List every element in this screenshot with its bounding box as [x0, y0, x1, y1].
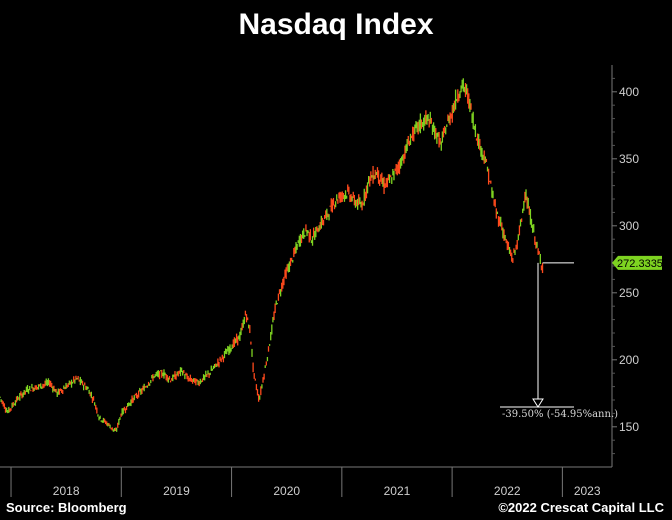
y-tick-label: 400: [619, 85, 639, 99]
drawdown-arrow-head: [532, 398, 544, 408]
last-value-badge: [612, 255, 662, 270]
y-axis-ticks: 150 200 250 300 350 400: [612, 77, 639, 455]
copyright-label: ©2022 Crescat Capital LLC: [498, 500, 664, 515]
x-tick-label: 2019: [163, 484, 190, 498]
last-value-marker: 272.3335: [612, 255, 663, 270]
last-value-label: 272.3335: [617, 258, 663, 270]
price-candles: [0, 78, 544, 432]
drawdown-label: -39.50% (-54.95%ann.): [502, 409, 618, 420]
chart-title: Nasdaq Index: [238, 8, 434, 41]
x-tick-label: 2018: [53, 484, 80, 498]
x-axis-ticks: 2018 2019 2020 2021 2022 2023: [10, 467, 601, 498]
y-tick-label: 300: [619, 219, 639, 233]
x-tick-label: 2022: [494, 484, 521, 498]
x-tick-label: 2023: [574, 484, 601, 498]
x-tick-label: 2020: [273, 484, 300, 498]
y-tick-label: 250: [619, 286, 639, 300]
source-label: Source: Bloomberg: [6, 500, 127, 515]
y-tick-label: 200: [619, 353, 639, 367]
drawdown-annotation: -39.50% (-54.95%ann.): [500, 262, 618, 420]
x-tick-label: 2021: [384, 484, 411, 498]
y-tick-label: 350: [619, 152, 639, 166]
y-tick-label: 150: [619, 420, 639, 434]
